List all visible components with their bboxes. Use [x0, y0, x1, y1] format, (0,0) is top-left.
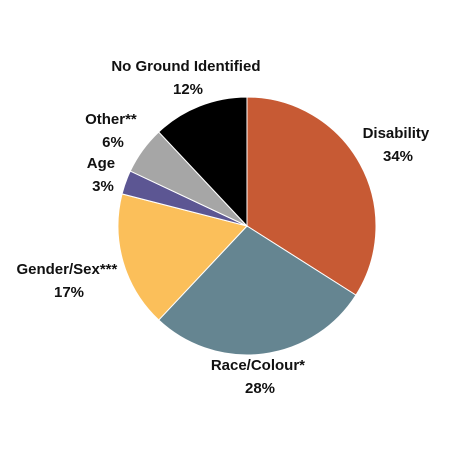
label-race-colour: Race/Colour* 28%	[211, 357, 309, 397]
label-disability: Disability 34%	[363, 125, 434, 165]
pie-slice-no-ground-identified	[157, 96, 248, 228]
pie-slices	[117, 96, 377, 356]
pie-slice-gender-sex	[117, 193, 248, 321]
label-other: Other** 6%	[85, 111, 141, 151]
pie-slice-disability	[246, 96, 377, 296]
pie-slice-race-colour	[157, 225, 357, 356]
label-no-ground-identified: No Ground Identified 12%	[111, 58, 264, 98]
label-gender-sex: Gender/Sex*** 17%	[16, 261, 121, 301]
label-age: Age 3%	[87, 155, 120, 195]
